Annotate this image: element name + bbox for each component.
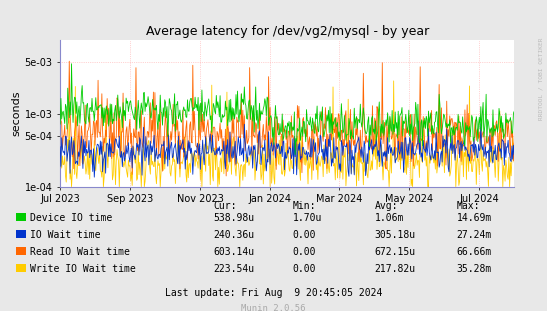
Text: Write IO Wait time: Write IO Wait time xyxy=(30,264,136,274)
Text: 603.14u: 603.14u xyxy=(213,247,254,257)
Text: Read IO Wait time: Read IO Wait time xyxy=(30,247,130,257)
Text: 1.70u: 1.70u xyxy=(293,213,322,223)
Text: 14.69m: 14.69m xyxy=(457,213,492,223)
Text: 538.98u: 538.98u xyxy=(213,213,254,223)
Text: 66.66m: 66.66m xyxy=(457,247,492,257)
Text: 35.28m: 35.28m xyxy=(457,264,492,274)
Text: 217.82u: 217.82u xyxy=(375,264,416,274)
Text: IO Wait time: IO Wait time xyxy=(30,230,101,240)
Title: Average latency for /dev/vg2/mysql - by year: Average latency for /dev/vg2/mysql - by … xyxy=(146,25,429,38)
Text: 0.00: 0.00 xyxy=(293,247,316,257)
Text: RRDTOOL / TOBI OETIKER: RRDTOOL / TOBI OETIKER xyxy=(538,37,543,120)
Text: 240.36u: 240.36u xyxy=(213,230,254,240)
Text: 1.06m: 1.06m xyxy=(375,213,404,223)
Text: Last update: Fri Aug  9 20:45:05 2024: Last update: Fri Aug 9 20:45:05 2024 xyxy=(165,288,382,298)
Text: Cur:: Cur: xyxy=(213,201,237,211)
Text: 305.18u: 305.18u xyxy=(375,230,416,240)
Text: Max:: Max: xyxy=(457,201,480,211)
Text: Avg:: Avg: xyxy=(375,201,398,211)
Text: 0.00: 0.00 xyxy=(293,264,316,274)
Text: Munin 2.0.56: Munin 2.0.56 xyxy=(241,304,306,311)
Text: 672.15u: 672.15u xyxy=(375,247,416,257)
Text: Min:: Min: xyxy=(293,201,316,211)
Text: 27.24m: 27.24m xyxy=(457,230,492,240)
Text: 223.54u: 223.54u xyxy=(213,264,254,274)
Text: 0.00: 0.00 xyxy=(293,230,316,240)
Y-axis label: seconds: seconds xyxy=(11,91,22,136)
Text: Device IO time: Device IO time xyxy=(30,213,112,223)
